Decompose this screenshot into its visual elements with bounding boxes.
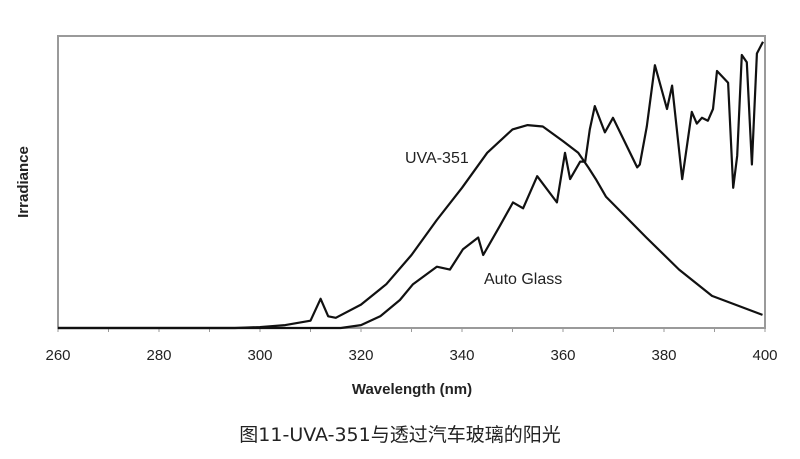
annotation-auto-glass: Auto Glass bbox=[484, 271, 562, 288]
annotation-uva-351: UVA-351 bbox=[405, 150, 469, 167]
y-axis-label: Irradiance bbox=[15, 146, 32, 218]
x-tick-label: 320 bbox=[348, 347, 373, 364]
x-tick-label: 340 bbox=[449, 347, 474, 364]
x-tick-label: 260 bbox=[45, 347, 70, 364]
plot-frame bbox=[57, 35, 766, 329]
series-line-auto-glass bbox=[58, 41, 764, 330]
x-tick-label: 300 bbox=[247, 347, 272, 364]
series-group bbox=[58, 41, 764, 330]
x-tick-label: 380 bbox=[651, 347, 676, 364]
series-line-uva-351 bbox=[58, 123, 763, 330]
x-tick-label: 400 bbox=[752, 347, 777, 364]
x-axis-ticks: 260 280 300 320 340 360 380 400 bbox=[45, 328, 778, 364]
figure-caption: 图11-UVA-351与透过汽车玻璃的阳光 bbox=[239, 424, 561, 446]
x-axis-label: Wavelength (nm) bbox=[352, 381, 472, 398]
x-tick-label: 360 bbox=[550, 347, 575, 364]
x-tick-label: 280 bbox=[146, 347, 171, 364]
